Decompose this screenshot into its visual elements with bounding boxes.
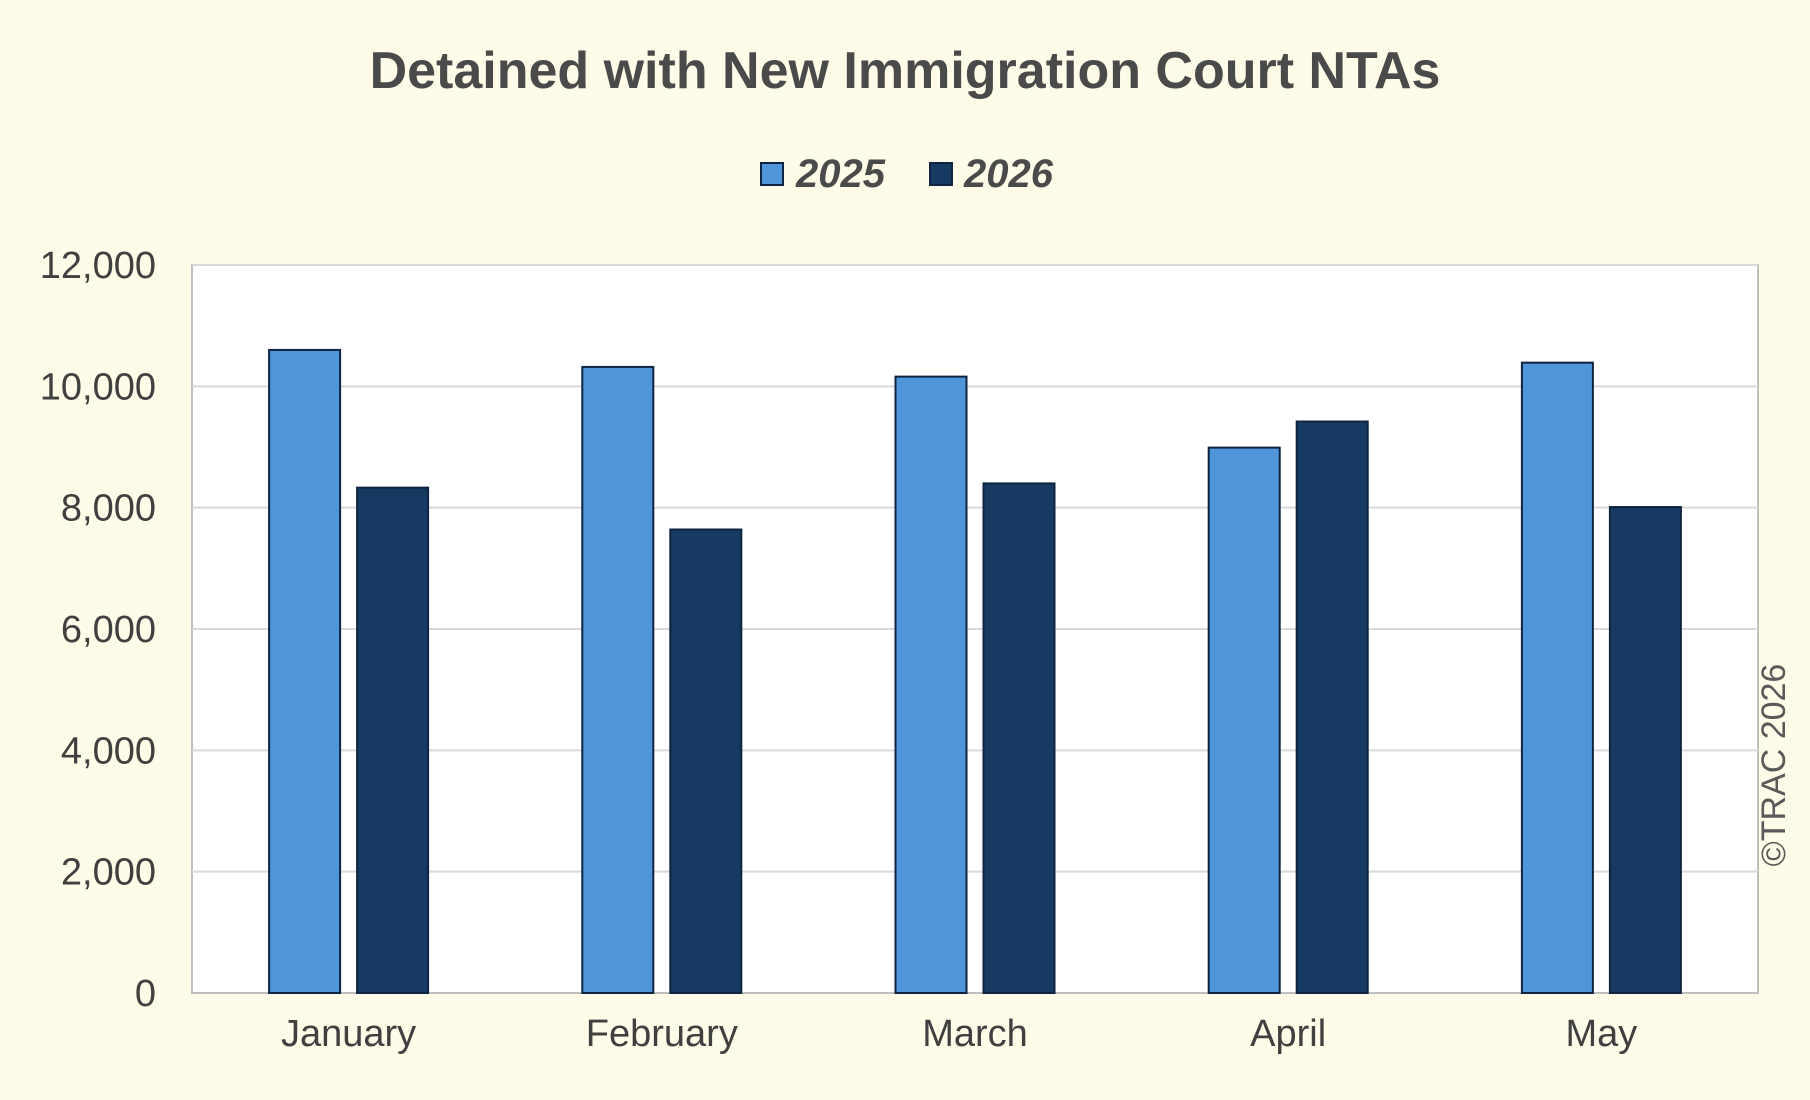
x-tick-label: March <box>922 1013 1028 1055</box>
y-axis: 0 2,000 4,000 6,000 8,000 10,000 12,000 <box>40 245 156 1015</box>
legend-label-2025: 2025 <box>795 152 886 196</box>
copyright-label: ©TRAC 2026 <box>1755 664 1793 867</box>
bar-2026-february <box>669 528 743 994</box>
bar-2026-april <box>1295 420 1369 994</box>
legend-label-2026: 2026 <box>963 152 1054 196</box>
y-tick-label: 6,000 <box>61 609 156 651</box>
x-tick-label: May <box>1566 1013 1638 1055</box>
y-tick-label: 0 <box>135 973 156 1015</box>
legend-swatch-2025 <box>760 162 784 186</box>
y-tick-label: 4,000 <box>61 730 156 772</box>
bar-2026-may <box>1608 506 1682 994</box>
bar-2026-january <box>356 486 430 994</box>
bar-2025-january <box>268 348 342 994</box>
x-tick-label: April <box>1250 1013 1326 1055</box>
y-tick-label: 10,000 <box>40 366 156 408</box>
chart-title: Detained with New Immigration Court NTAs <box>370 42 1441 100</box>
bar-2026-march <box>982 482 1056 994</box>
bar-2025-may <box>1520 361 1594 994</box>
x-tick-label: January <box>281 1013 416 1055</box>
bar-2025-march <box>894 375 968 995</box>
gridlines <box>192 264 1758 994</box>
bar-2025-april <box>1207 446 1281 994</box>
x-axis: January February March April May <box>281 1013 1637 1055</box>
legend: 2025 2026 <box>760 152 1054 196</box>
x-tick-label: February <box>586 1013 738 1055</box>
bars <box>268 348 1682 995</box>
bar-2025-february <box>581 365 655 995</box>
legend-swatch-2026 <box>929 162 953 186</box>
y-tick-label: 12,000 <box>40 245 156 287</box>
y-tick-label: 2,000 <box>61 852 156 894</box>
y-tick-label: 8,000 <box>61 488 156 530</box>
